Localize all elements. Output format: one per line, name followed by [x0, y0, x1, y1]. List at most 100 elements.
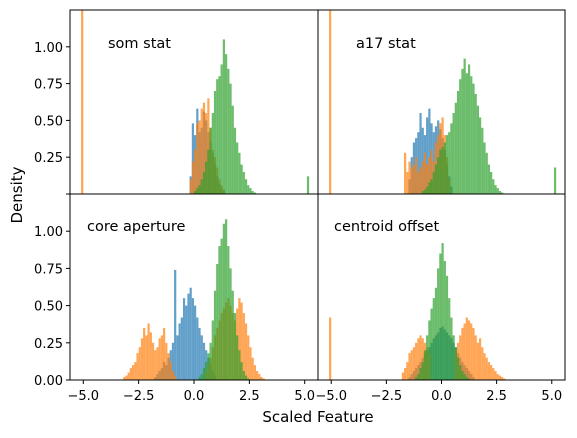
histogram-bar — [490, 171, 493, 194]
histogram-bar — [251, 357, 254, 380]
histogram-bar — [198, 185, 201, 194]
histogram-bar — [229, 268, 232, 380]
histogram-bar — [412, 164, 416, 194]
histogram-bar — [247, 185, 250, 194]
histogram-bar — [421, 127, 424, 194]
histogram-bar — [417, 171, 420, 194]
panel-3-bars — [329, 243, 506, 380]
histogram-bar — [167, 353, 170, 380]
histogram-bar — [470, 323, 473, 380]
histogram-bar — [417, 338, 420, 380]
histogram-bar — [496, 188, 499, 194]
histogram-bar — [129, 368, 132, 380]
histogram-bar — [404, 368, 407, 380]
histogram-bar — [439, 253, 442, 380]
y-tick-label: 0.00 — [34, 374, 63, 389]
y-tick-label: 0.25 — [34, 337, 63, 352]
histogram-bar — [182, 298, 186, 380]
histogram-bar — [432, 298, 435, 380]
histogram-bar — [209, 127, 212, 194]
histogram-bar — [401, 372, 405, 380]
histogram-bar — [227, 246, 230, 380]
histogram-bar — [452, 113, 455, 194]
histogram-bar — [205, 161, 208, 194]
histogram-bar — [238, 350, 241, 380]
histogram-bar — [216, 79, 219, 194]
histogram-bar — [213, 290, 217, 380]
histogram-bar — [233, 127, 237, 194]
histogram-bar — [244, 179, 248, 194]
histogram-bar — [421, 191, 424, 194]
x-tick-label: 2.5 — [239, 389, 260, 404]
histogram-bar — [419, 335, 422, 380]
x-tick-label: 5.0 — [541, 389, 562, 404]
histogram-bar — [470, 76, 473, 194]
histogram-bar — [140, 338, 144, 380]
histogram-bar — [196, 317, 199, 380]
histogram-bar — [443, 260, 446, 380]
histogram-bar — [220, 64, 223, 194]
histogram-bar — [229, 83, 232, 194]
histogram-bar — [410, 350, 413, 380]
histogram-bar — [240, 362, 243, 380]
histogram-bar — [441, 146, 444, 194]
histogram-bar — [448, 132, 451, 194]
histogram-bar — [194, 305, 197, 380]
histogram-bar — [437, 157, 440, 194]
panel-2-bars — [123, 219, 265, 380]
x-axis-label: Scaled Feature — [262, 408, 373, 426]
histogram-bar — [417, 374, 420, 380]
histogram-bar — [191, 298, 194, 380]
histogram-bar — [213, 90, 217, 194]
titles-layer: som stat a17 stat core aperture centroid of… — [87, 36, 439, 235]
histogram-bar — [426, 335, 429, 380]
histogram-bar — [494, 185, 497, 194]
histogram-bar — [154, 350, 157, 380]
histogram-bar — [430, 308, 433, 380]
histogram-bar — [171, 342, 175, 380]
histogram-bar — [445, 275, 449, 380]
histogram-bar — [461, 68, 464, 194]
histogram-bar — [306, 176, 310, 194]
histogram-bar — [174, 375, 177, 380]
histogram-bar — [189, 287, 192, 380]
histogram-bar — [207, 353, 210, 380]
histogram-bar — [247, 378, 250, 380]
histogram-bar — [242, 371, 245, 380]
histogram-bar — [174, 269, 177, 380]
histogram-bar — [249, 188, 252, 194]
histogram-bar — [231, 290, 234, 380]
histogram-bar — [441, 243, 444, 380]
histogram-bar — [198, 377, 201, 380]
histogram-bar — [478, 338, 482, 380]
panel-title: som stat — [108, 36, 171, 52]
histogram-bar — [421, 161, 424, 194]
histogram-bar — [426, 186, 429, 194]
histogram-bar — [430, 179, 433, 194]
histogram-bar — [483, 353, 486, 380]
histogram-bar — [437, 268, 440, 380]
histogram-bar — [156, 347, 159, 380]
histogram-bar — [415, 157, 418, 194]
histogram-bar — [426, 164, 429, 194]
histogram-bar — [205, 362, 208, 380]
histogram-bar — [329, 10, 332, 194]
y-tick-label: 1.00 — [34, 225, 63, 240]
histogram-bar — [242, 313, 245, 380]
histogram-bar — [200, 108, 203, 194]
histogram-bar — [408, 161, 411, 194]
histogram-bar — [419, 113, 422, 194]
histogram-bar — [443, 142, 446, 194]
histogram-bar — [434, 287, 438, 380]
histogram-bar — [481, 347, 484, 380]
histogram-bar — [448, 298, 451, 380]
histogram-bar — [483, 142, 486, 194]
histogram-bar — [461, 327, 464, 380]
histogram-bar — [194, 149, 197, 194]
panel-1-bars — [329, 10, 557, 194]
histogram-bar — [191, 123, 194, 194]
histogram-bar — [472, 83, 475, 194]
x-tick-label: −5.0 — [315, 389, 347, 404]
histogram-bar — [218, 246, 221, 380]
